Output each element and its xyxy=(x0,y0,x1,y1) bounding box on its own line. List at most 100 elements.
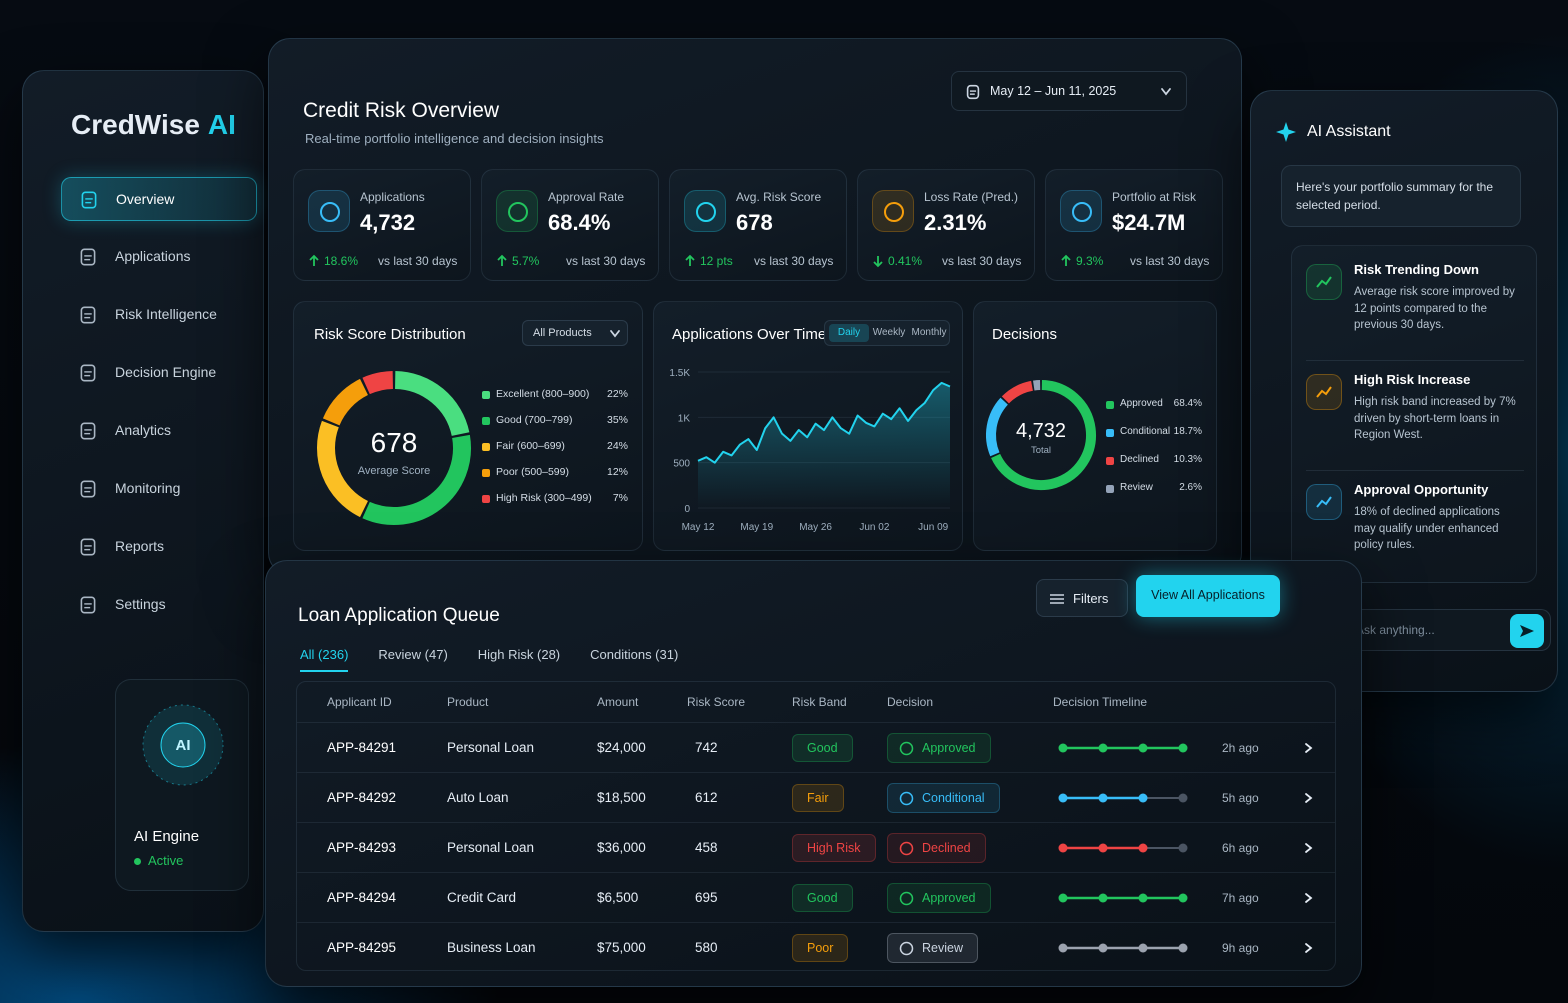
timeline xyxy=(1058,943,1188,953)
x-tick-label: May 26 xyxy=(799,522,832,533)
kpi-icon xyxy=(1060,190,1102,232)
kpi-note: vs last 30 days xyxy=(754,254,834,268)
icon-shape xyxy=(80,306,96,324)
tab[interactable]: Review (47) xyxy=(378,647,448,662)
nav-item[interactable]: Monitoring xyxy=(61,467,257,511)
kpi-note: vs last 30 days xyxy=(1130,254,1210,268)
placeholder: Ask anything... xyxy=(1356,623,1435,637)
tab[interactable]: High Risk (28) xyxy=(477,647,561,662)
insight-title: Risk Trending Down xyxy=(1354,262,1479,277)
kpi-note: vs last 30 days xyxy=(378,254,458,268)
timeline-dot xyxy=(1138,793,1148,803)
kpi-glyph-ring xyxy=(696,202,716,222)
kpi-icon xyxy=(684,190,726,232)
view-option[interactable]: Monthly xyxy=(911,327,947,338)
kpi-value: $24.7M xyxy=(1112,210,1186,235)
kpi-note: vs last 30 days xyxy=(942,254,1022,268)
nav-label: Reports xyxy=(115,538,165,554)
card-title: Decisions xyxy=(992,326,1058,343)
timeline-dot xyxy=(1098,843,1108,853)
kpi-card: Portfolio at Risk $24.7M 9.3% vs last 30 da… xyxy=(1045,169,1223,281)
decision-icon-ring xyxy=(899,741,914,756)
table-row[interactable]: APP-84295 Business Loan $75,000 580 Poor Revi… xyxy=(297,922,1335,972)
table-row[interactable]: APP-84291 Personal Loan $24,000 742 Good Appr… xyxy=(297,722,1335,772)
timeline-dot xyxy=(1138,893,1148,903)
legend-swatch xyxy=(1106,457,1114,465)
donut-segment xyxy=(991,380,1096,490)
kpi-change: 0.41% xyxy=(888,254,923,268)
brand-name: CredWise xyxy=(71,109,200,140)
intro-text: Here's your portfolio summary for the se… xyxy=(1296,180,1494,212)
brand: CredWise AI xyxy=(71,109,236,141)
insight-icon xyxy=(1306,374,1342,410)
risk-score: 695 xyxy=(695,890,718,905)
divider xyxy=(1306,360,1524,361)
y-tick-label: 500 xyxy=(673,459,690,470)
kpi-arrow-path xyxy=(1061,254,1071,266)
applicant-id: APP-84295 xyxy=(327,940,397,955)
kpi-change: 9.3% xyxy=(1076,254,1104,268)
timeline-dot xyxy=(1058,843,1068,853)
icon xyxy=(80,480,96,498)
nav-item[interactable]: Decision Engine xyxy=(61,351,257,395)
donut-segment xyxy=(317,420,369,518)
decisions-card: Decisions 4,732 Total Approved 68.4% Conditio… xyxy=(973,301,1217,551)
timeline-dot xyxy=(1098,893,1108,903)
legend-swatch xyxy=(1106,401,1114,409)
chevron xyxy=(1305,893,1313,903)
kpi-icon xyxy=(308,190,350,232)
product: Business Loan xyxy=(447,940,536,955)
decision-label: Approved xyxy=(922,891,976,905)
age: 5h ago xyxy=(1222,791,1259,805)
donut: 678 Average Score xyxy=(317,371,471,525)
kpi-glyph xyxy=(1072,202,1092,222)
product: Credit Card xyxy=(447,890,517,905)
tab[interactable]: Conditions (31) xyxy=(590,647,679,662)
chevron xyxy=(610,330,620,338)
view-all-button[interactable]: View All Applications xyxy=(1136,575,1280,617)
age: 2h ago xyxy=(1222,741,1259,755)
table-row[interactable]: APP-84294 Credit Card $6,500 695 Good Approve… xyxy=(297,872,1335,922)
view-option[interactable]: Daily xyxy=(829,324,869,342)
nav-item[interactable]: Risk Intelligence xyxy=(61,293,257,337)
table-row[interactable]: APP-84292 Auto Loan $18,500 612 Fair Conditio… xyxy=(297,772,1335,822)
amount: $36,000 xyxy=(597,840,646,855)
chat-input[interactable]: Ask anything... xyxy=(1341,609,1551,651)
date-picker[interactable]: May 12 – Jun 11, 2025 xyxy=(951,71,1187,111)
icon xyxy=(81,191,97,209)
tab[interactable]: All (236) xyxy=(300,647,349,672)
nav-item[interactable]: Reports xyxy=(61,525,257,569)
kpi-change: 12 pts xyxy=(700,254,733,268)
applicant-id: APP-84293 xyxy=(327,840,397,855)
risk-score: 612 xyxy=(695,790,718,805)
timeline-dot xyxy=(1178,843,1188,853)
donut-segment xyxy=(394,371,470,437)
x-tick-label: May 12 xyxy=(682,522,715,533)
decision-pill: Review xyxy=(887,933,978,963)
risk-score: 458 xyxy=(695,840,718,855)
donut-center-label: Total xyxy=(1031,445,1051,456)
kpi-icon xyxy=(496,190,538,232)
sparkle xyxy=(1276,122,1296,142)
view-option[interactable]: Weekly xyxy=(872,327,906,338)
nav-item[interactable]: Analytics xyxy=(61,409,257,453)
nav-item[interactable]: Overview xyxy=(61,177,257,221)
insight-text: 18% of declined applications may qualify… xyxy=(1354,506,1500,552)
chevron xyxy=(1305,943,1313,953)
y-tick-label: 1.5K xyxy=(669,368,690,379)
band-pill: Good xyxy=(792,884,853,912)
filters-button[interactable]: Filters xyxy=(1036,579,1128,617)
nav-item[interactable]: Applications xyxy=(61,235,257,279)
product-filter[interactable]: All Products xyxy=(522,320,628,346)
nav-item[interactable]: Settings xyxy=(61,583,257,627)
icon xyxy=(966,84,980,100)
send-button[interactable] xyxy=(1510,614,1544,648)
table: Applicant ID Product Amount Risk Score Risk … xyxy=(296,681,1336,971)
kpi-glyph-ring xyxy=(884,202,904,222)
legend-swatch xyxy=(1106,429,1114,437)
age: 9h ago xyxy=(1222,941,1259,955)
table-row[interactable]: APP-84293 Personal Loan $36,000 458 High Ris… xyxy=(297,822,1335,872)
kpi-arrow-path xyxy=(309,254,319,266)
kpi-glyph-ring xyxy=(508,202,528,222)
